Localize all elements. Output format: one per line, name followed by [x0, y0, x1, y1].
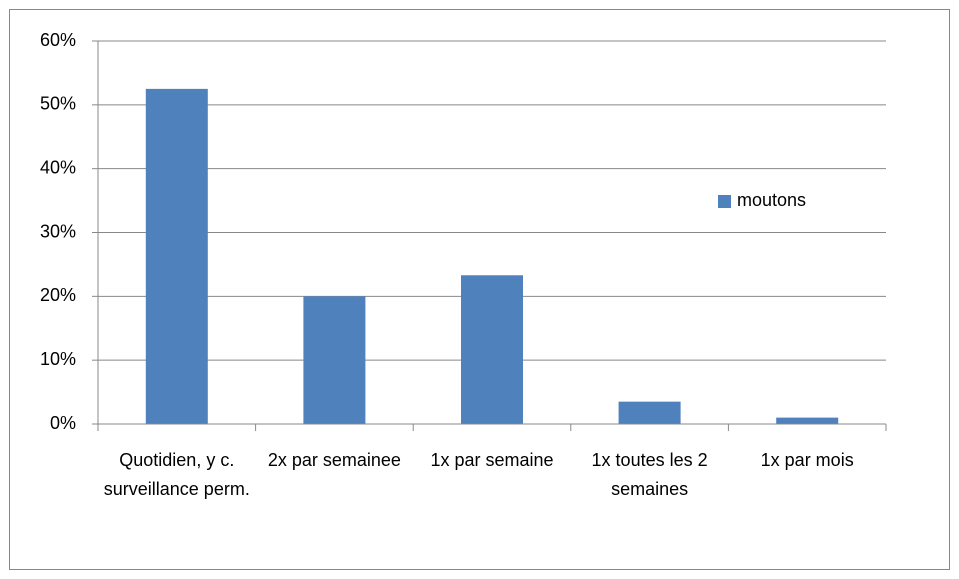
y-tick-label: 50%	[40, 94, 76, 114]
x-tick-label: 1x par mois	[760, 450, 854, 470]
y-tick-label: 40%	[40, 157, 76, 177]
y-tick-label: 60%	[40, 30, 76, 50]
x-tick-label: 1x par semaine	[430, 450, 554, 470]
x-tick-label: Quotidien, y c. surveillance perm.	[103, 450, 250, 499]
x-tick-label: 1x toutes les 2 semaines	[591, 450, 708, 499]
x-tick-label: 2x par semainee	[267, 450, 401, 470]
bar	[776, 417, 839, 424]
bar	[618, 401, 681, 424]
y-tick-label: 20%	[40, 285, 76, 305]
y-tick-label: 0%	[50, 413, 76, 433]
legend-label: moutons	[737, 190, 806, 210]
legend-swatch	[718, 195, 731, 208]
y-tick-label: 10%	[40, 349, 76, 369]
bar	[145, 88, 208, 424]
bar	[303, 296, 366, 424]
y-tick-label: 30%	[40, 221, 76, 241]
bar	[461, 275, 523, 424]
